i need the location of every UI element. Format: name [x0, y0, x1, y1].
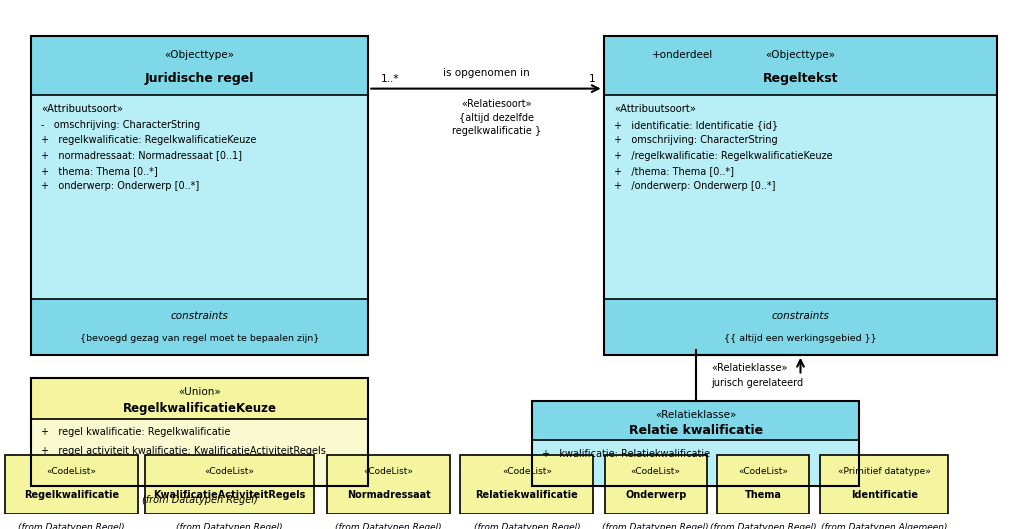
Text: «CodeList»: «CodeList» [502, 467, 551, 476]
Text: {altijd dezelfde: {altijd dezelfde [458, 113, 534, 123]
Bar [532, 401, 859, 440]
Text: 1: 1 [589, 75, 595, 84]
Text: constraints: constraints [771, 311, 830, 321]
Text: regelkwalificatie }: regelkwalificatie } [451, 126, 541, 136]
Text: jurisch gerelateerd: jurisch gerelateerd [711, 378, 803, 388]
Text: (from Datatypen Regel): (from Datatypen Regel) [336, 523, 442, 529]
Text: +   /onderwerp: Onderwerp [0..*]: + /onderwerp: Onderwerp [0..*] [614, 181, 775, 191]
Text: KwalificatieActiviteitRegels: KwalificatieActiviteitRegels [153, 490, 306, 500]
Bar [5, 455, 138, 514]
Bar [820, 455, 948, 514]
Text: +   thema: Thema [0..*]: + thema: Thema [0..*] [41, 166, 158, 176]
Text: «Attribuutsoort»: «Attribuutsoort» [41, 104, 123, 114]
Text: «Attribuutsoort»: «Attribuutsoort» [614, 104, 696, 114]
Bar [460, 455, 593, 514]
Bar [605, 455, 707, 514]
Text: +   regelkwalificatie: RegelkwalificatieKeuze: + regelkwalificatie: RegelkwalificatieKe… [41, 135, 257, 145]
Text: «CodeList»: «CodeList» [364, 467, 413, 476]
Text: «Union»: «Union» [178, 387, 221, 397]
Bar [460, 455, 593, 514]
Bar [604, 36, 997, 95]
Text: «Objecttype»: «Objecttype» [765, 50, 836, 60]
Text: Thema: Thema [745, 490, 782, 500]
Bar [717, 455, 809, 514]
Text: +   regel activiteit kwalificatie: KwalificatieActiviteitRegels: + regel activiteit kwalificatie: Kwalifi… [41, 446, 325, 456]
Text: +   onderwerp: Onderwerp [0..*]: + onderwerp: Onderwerp [0..*] [41, 181, 199, 191]
Text: +   omschrijving: CharacterString: + omschrijving: CharacterString [614, 135, 777, 145]
Text: {{ altijd een werkingsgebied }}: {{ altijd een werkingsgebied }} [724, 334, 877, 343]
Bar [31, 378, 368, 486]
Text: «Objecttype»: «Objecttype» [165, 50, 234, 60]
Text: «Relatieklasse»: «Relatieklasse» [655, 410, 737, 420]
Text: (from Datatypen Regel): (from Datatypen Regel) [141, 496, 258, 505]
Bar [532, 401, 859, 486]
Text: Regeltekst: Regeltekst [763, 72, 838, 85]
Text: +   identificatie: Identificatie {id}: + identificatie: Identificatie {id} [614, 120, 777, 130]
Bar [604, 95, 997, 299]
Text: Relatie kwalificatie: Relatie kwalificatie [628, 424, 763, 437]
Text: +   normadressaat: Normadressaat [0..1]: + normadressaat: Normadressaat [0..1] [41, 151, 241, 160]
Text: «Relatieklasse»: «Relatieklasse» [711, 363, 788, 373]
Text: +   regel kwalificatie: Regelkwalificatie: + regel kwalificatie: Regelkwalificatie [41, 427, 230, 437]
Text: «CodeList»: «CodeList» [205, 467, 255, 476]
Text: (from Datatypen Regel): (from Datatypen Regel) [474, 523, 580, 529]
Text: Regelkwalificatie: Regelkwalificatie [25, 490, 119, 500]
Text: Onderwerp: Onderwerp [625, 490, 686, 500]
Text: (from Datatypen Regel): (from Datatypen Regel) [710, 523, 816, 529]
Text: +   kwalificatie: Relatiekwalificatie: + kwalificatie: Relatiekwalificatie [542, 450, 710, 460]
Bar [31, 95, 368, 299]
Text: «Relatiesoort»: «Relatiesoort» [461, 99, 531, 109]
Bar [605, 455, 707, 514]
Text: +   /regelkwalificatie: RegelkwalificatieKeuze: + /regelkwalificatie: RegelkwalificatieK… [614, 151, 833, 160]
Bar [31, 36, 368, 95]
Text: (from Datatypen Regel): (from Datatypen Regel) [18, 523, 125, 529]
Text: (from Datatypen Algemeen): (from Datatypen Algemeen) [821, 523, 947, 529]
Text: «CodeList»: «CodeList» [739, 467, 788, 476]
Text: +onderdeel: +onderdeel [652, 50, 713, 60]
Bar [31, 419, 368, 486]
Text: is opgenomen in: is opgenomen in [443, 68, 529, 78]
Bar [717, 455, 809, 514]
Bar [145, 455, 314, 514]
Text: Normadressaat: Normadressaat [347, 490, 431, 500]
Bar [31, 299, 368, 355]
Text: Relatiekwalificatie: Relatiekwalificatie [476, 490, 578, 500]
Bar [31, 36, 368, 355]
Text: (from Datatypen Regel): (from Datatypen Regel) [176, 523, 283, 529]
Text: RegelkwalificatieKeuze: RegelkwalificatieKeuze [123, 403, 276, 415]
Text: Juridische regel: Juridische regel [145, 72, 254, 85]
Bar [31, 378, 368, 419]
Bar [5, 455, 138, 514]
Bar [604, 36, 997, 355]
Text: «CodeList»: «CodeList» [47, 467, 96, 476]
Bar [327, 455, 450, 514]
Text: (from Datatypen Regel): (from Datatypen Regel) [603, 523, 709, 529]
Text: «CodeList»: «CodeList» [631, 467, 680, 476]
Text: -   omschrijving: CharacterString: - omschrijving: CharacterString [41, 120, 201, 130]
Text: {bevoegd gezag van regel moet te bepaalen zijn}: {bevoegd gezag van regel moet te bepaale… [80, 334, 319, 343]
Text: Identificatie: Identificatie [851, 490, 918, 500]
Text: «Primitief datatype»: «Primitief datatype» [838, 467, 931, 476]
Bar [604, 299, 997, 355]
Bar [327, 455, 450, 514]
Bar [145, 455, 314, 514]
Bar [532, 440, 859, 486]
Bar [820, 455, 948, 514]
Text: constraints: constraints [171, 311, 228, 321]
Text: +   /thema: Thema [0..*]: + /thema: Thema [0..*] [614, 166, 733, 176]
Text: 1..*: 1..* [381, 75, 399, 84]
